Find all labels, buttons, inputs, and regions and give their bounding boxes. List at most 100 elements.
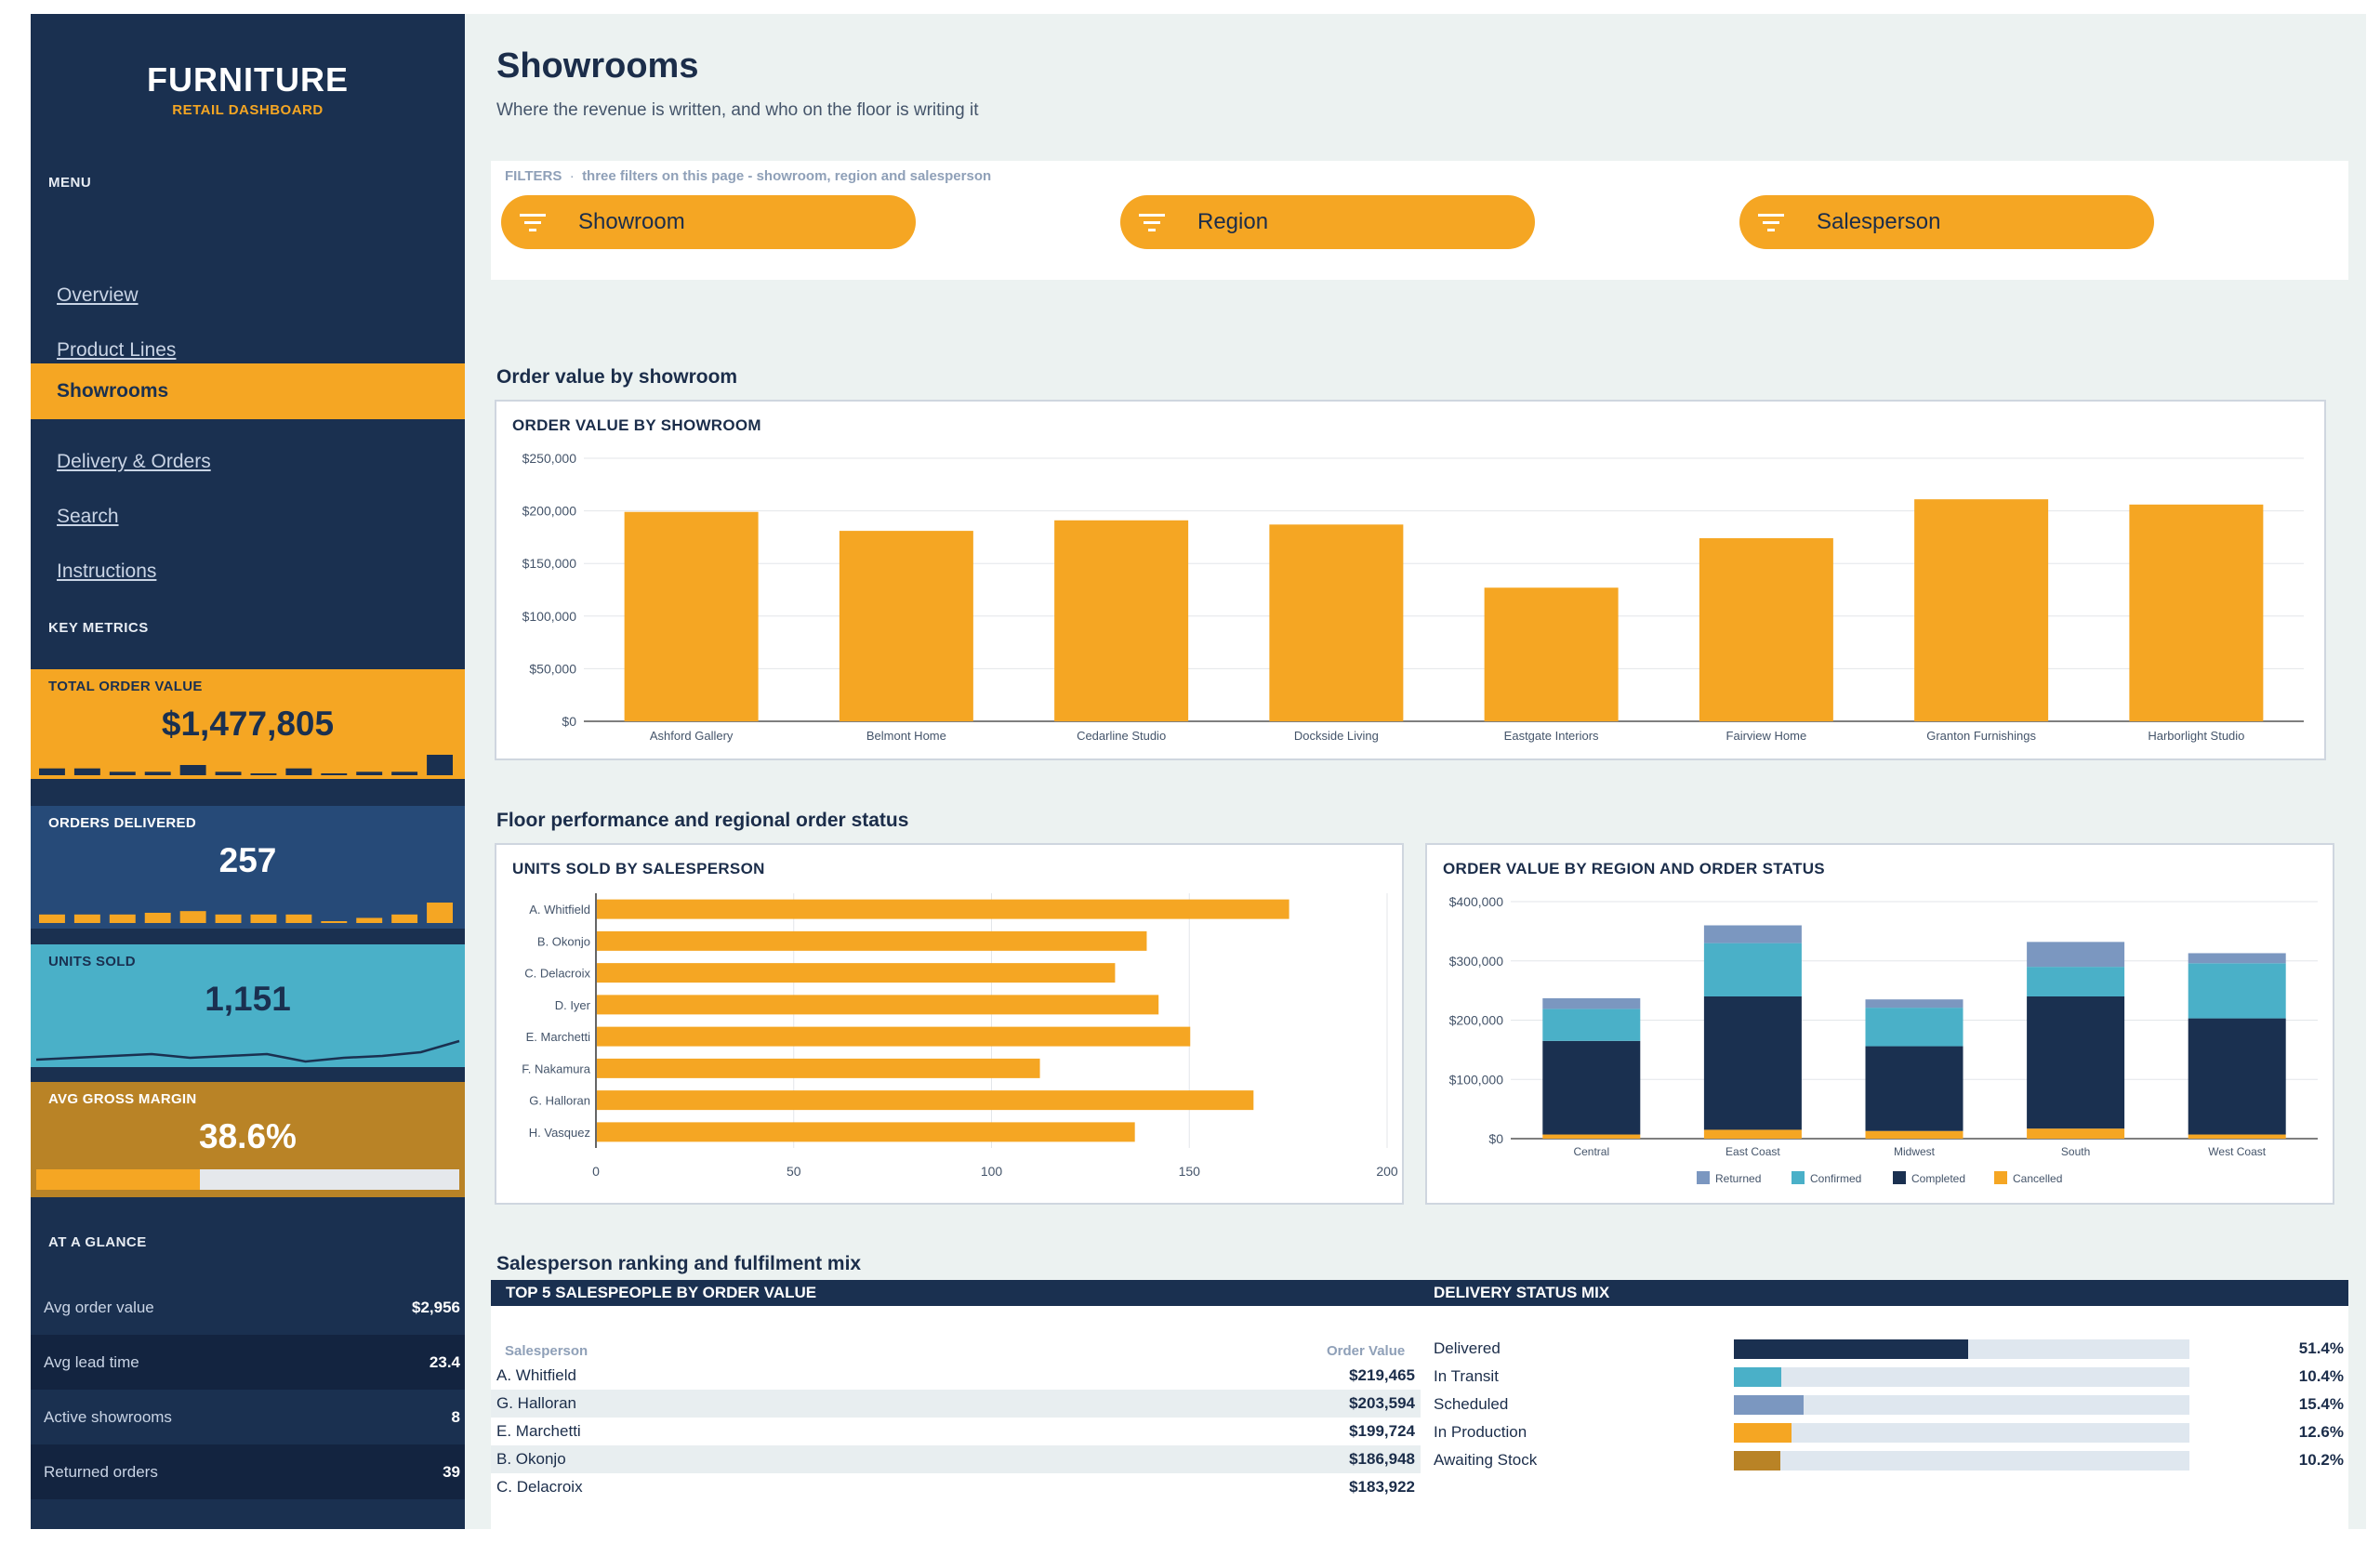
- filter-label: Salesperson: [1817, 209, 1941, 234]
- y-tick-label: $50,000: [529, 661, 576, 676]
- filter-icon: [520, 214, 546, 231]
- y-tick-label: $100,000: [522, 609, 577, 624]
- y-tick-label: H. Vasquez: [529, 1126, 590, 1140]
- sparkline-bar: [144, 913, 171, 923]
- y-tick-label: F. Nakamura: [522, 1062, 590, 1075]
- sparkline-bar: [356, 917, 383, 923]
- section-title-floor: Floor performance and regional order sta…: [496, 810, 909, 831]
- y-tick-label: $100,000: [1449, 1072, 1504, 1087]
- x-tick-label: Central: [1573, 1145, 1609, 1158]
- sparkline-bar: [39, 768, 65, 775]
- chart-card-showroom: ORDER VALUE BY SHOWROOM $0 $50,000 $100,00…: [495, 400, 2326, 760]
- x-tick-label: East Coast: [1726, 1145, 1780, 1158]
- x-tick-label: 0: [592, 1164, 600, 1179]
- bar-segment: [2027, 1128, 2125, 1139]
- bar-segment: [1703, 996, 1802, 1130]
- x-tick-label: 100: [981, 1164, 1003, 1179]
- table-row: E. Marchetti $199,724: [491, 1418, 1421, 1445]
- nav-item-showrooms[interactable]: Showrooms: [31, 363, 465, 419]
- sparkline-bar: [250, 914, 277, 923]
- delivery-status-pct: 51.4%: [2298, 1339, 2344, 1357]
- section-title-showroom: Order value by showroom: [496, 366, 738, 388]
- bar-segment: [2188, 1134, 2286, 1139]
- delivery-status-row: Scheduled 15.4%: [1434, 1391, 2348, 1419]
- chart-card-region: ORDER VALUE BY REGION AND ORDER STATUS $…: [1425, 843, 2334, 1205]
- key-metrics-heading: KEY METRICS: [48, 620, 149, 636]
- bar-segment: [1542, 997, 1641, 1009]
- nav-item-instructions[interactable]: Instructions: [57, 560, 157, 582]
- delivery-status-pct: 12.6%: [2298, 1423, 2344, 1441]
- filters-label: FILTERS: [505, 168, 562, 184]
- legend-swatch: [1792, 1171, 1805, 1184]
- legend-label: Returned: [1715, 1172, 1761, 1185]
- y-tick-label: $200,000: [1449, 1013, 1504, 1028]
- bar-segment: [2027, 942, 2125, 968]
- filter-label: Region: [1197, 209, 1269, 234]
- chart-card-units: UNITS SOLD BY SALESPERSON 0 50 100 150 200 A.…: [495, 843, 1404, 1205]
- sparkline-bar: [109, 772, 136, 775]
- bar-segment: [1542, 1009, 1641, 1041]
- delivery-status-pct: 10.2%: [2298, 1451, 2344, 1469]
- glance-label: Returned orders: [44, 1462, 158, 1481]
- bar-segment: [1703, 925, 1802, 943]
- kpi-units-sold: UNITS SOLD 1,151: [31, 944, 465, 1067]
- bar-segment: [2188, 953, 2286, 964]
- bar: [624, 511, 759, 721]
- legend-swatch: [1893, 1171, 1906, 1184]
- kpi-value: 38.6%: [199, 1117, 297, 1155]
- region-stacked-chart: $0 $100,000 $200,000 $300,000 $400,000 Centra…: [1449, 894, 2318, 1185]
- delivery-status-track: [1734, 1367, 2189, 1387]
- chart-title: ORDER VALUE BY SHOWROOM: [512, 416, 761, 434]
- nav-item-delivery-orders[interactable]: Delivery & Orders: [57, 451, 211, 472]
- x-tick-label: Cedarline Studio: [1077, 729, 1166, 743]
- bar-segment: [1865, 1046, 1964, 1131]
- sparkline-bar: [73, 914, 100, 923]
- bar: [597, 930, 1147, 951]
- y-tick-label: $200,000: [522, 504, 577, 519]
- delivery-status-label: In Production: [1434, 1423, 1527, 1441]
- bar: [597, 1122, 1135, 1142]
- y-tick-label: D. Iyer: [555, 998, 591, 1012]
- bar: [1484, 587, 1619, 721]
- nav-item-search[interactable]: Search: [57, 506, 119, 527]
- filter-showroom[interactable]: Showroom: [501, 195, 916, 249]
- filter-icon: [1139, 214, 1165, 231]
- x-tick-label: Midwest: [1894, 1145, 1936, 1158]
- y-tick-label: E. Marchetti: [526, 1030, 590, 1044]
- glance-label: Avg lead time: [44, 1352, 139, 1371]
- glance-row: Returned orders 39: [31, 1444, 465, 1499]
- nav-item-overview[interactable]: Overview: [57, 284, 139, 306]
- bar: [597, 995, 1159, 1015]
- bar-segment: [1703, 1129, 1802, 1139]
- sparkline-bar: [39, 914, 65, 923]
- sparkline-bar: [427, 755, 453, 775]
- sparkline-bar: [321, 773, 348, 775]
- delivery-status-track: [1734, 1451, 2189, 1470]
- x-tick-label: 150: [1179, 1164, 1201, 1179]
- salesperson-value: $186,948: [1349, 1450, 1415, 1468]
- filters-heading: FILTERS · three filters on this page - s…: [505, 168, 992, 184]
- x-tick-label: West Coast: [2208, 1145, 2266, 1158]
- x-tick-label: Dockside Living: [1294, 729, 1379, 743]
- table-row: A. Whitfield $219,465: [491, 1362, 1421, 1390]
- delivery-status-row: Delivered 51.4%: [1434, 1336, 2348, 1364]
- ranking-panel: TOP 5 SALESPEOPLE BY ORDER VALUE DELIVER…: [491, 1280, 2348, 1529]
- nav-item-product-lines[interactable]: Product Lines: [57, 339, 177, 361]
- filter-salesperson[interactable]: Salesperson: [1739, 195, 2154, 249]
- y-tick-label: $0: [562, 714, 576, 729]
- kpi-orders-delivered: ORDERS DELIVERED 257: [31, 806, 465, 929]
- delivery-status-row: In Production 12.6%: [1434, 1419, 2348, 1447]
- delivery-status-label: Delivered: [1434, 1339, 1501, 1357]
- bar: [1699, 538, 1833, 721]
- filter-region[interactable]: Region: [1120, 195, 1535, 249]
- legend-label: Cancelled: [2013, 1172, 2062, 1185]
- bar-segment: [2188, 1018, 2286, 1135]
- sparkline-bar: [215, 772, 242, 775]
- kpi-total-order-value: TOTAL ORDER VALUE $1,477,805: [31, 669, 465, 779]
- sparkline-bar: [144, 772, 171, 775]
- x-tick-label: South: [2061, 1145, 2090, 1158]
- showroom-bar-chart: $0 $50,000 $100,000 $150,000 $200,000 $250,00…: [522, 451, 2304, 743]
- kpi-value: 257: [218, 841, 277, 879]
- glance-row: Avg lead time 23.4: [31, 1335, 465, 1390]
- page-subtitle: Where the revenue is written, and who on…: [496, 100, 979, 120]
